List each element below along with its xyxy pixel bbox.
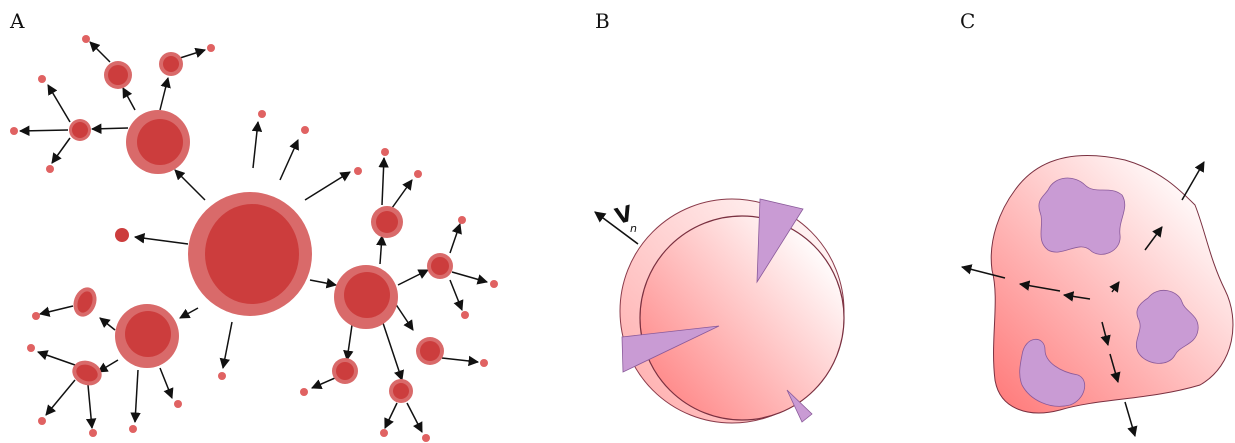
inclusion [1136,289,1199,364]
panel-c-fragment [960,155,1234,438]
spall-wedge [621,325,720,373]
panel-b-label: B [595,9,610,33]
velocity-symbol: V [613,202,636,231]
panel-a-cells [10,35,498,442]
panel-a-label: A [9,9,25,33]
spall-wedge [756,198,804,284]
panel-b-sphere: V n [594,198,845,424]
panel-a-fragmentation [10,35,498,442]
velocity-subscript: n [630,222,637,235]
inclusion [1019,338,1086,407]
inclusion [1038,177,1126,255]
velocity-arrow [594,211,639,245]
panel-a-arrows [18,41,489,433]
panel-c-arrows [960,161,1205,438]
inner-sphere [639,215,845,421]
panel-c-label: C [960,9,975,33]
spall-wedge [786,389,813,423]
